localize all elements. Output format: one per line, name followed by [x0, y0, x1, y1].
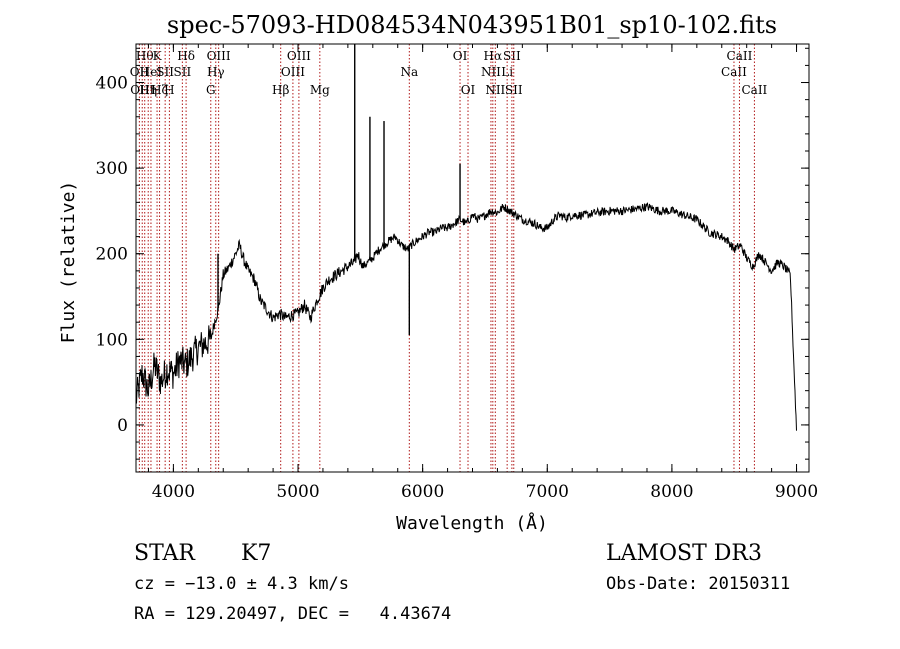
line-marker-label: Hβ [272, 83, 289, 97]
y-tick-label: 200 [96, 245, 128, 265]
coordinates: RA = 129.20497, DEC = 4.43674 [134, 604, 452, 624]
line-marker-label: H [164, 83, 174, 97]
line-marker-label: Mg [310, 83, 330, 97]
line-marker-label: SII [503, 49, 521, 63]
line-marker-label: Na [400, 65, 418, 79]
line-marker-label: Hζ [151, 83, 168, 97]
line-marker-label: Li [501, 65, 513, 79]
line-marker-label: CaII [741, 83, 767, 97]
line-marker-label: Hθ [136, 49, 154, 63]
line-marker-label: SII [174, 65, 192, 79]
x-axis-ticks: 4000 5000 6000 7000 8000 9000 [147, 44, 818, 502]
x-tick-label: 8000 [650, 482, 693, 502]
y-tick-label: 300 [96, 159, 128, 179]
redshift-readout: cz = −13.0 ± 4.3 km/s [134, 574, 349, 594]
plot-frame [135, 43, 810, 473]
line-marker-label: Hη [139, 83, 157, 97]
spectrum-line [135, 202, 797, 431]
survey-name: LAMOST DR3 [606, 541, 762, 566]
line-marker-label: Hα [484, 49, 503, 63]
line-marker-label: NII [485, 83, 505, 97]
line-marker-label: K [153, 49, 163, 63]
x-tick-label: 6000 [401, 482, 444, 502]
spectrum-spikes [217, 44, 461, 336]
line-marker-label: OIII [207, 49, 231, 63]
line-marker-label: Hγ [207, 65, 225, 79]
line-markers: OIIOIIIHθHηHeIKHζSIIHHδSIIGHγOIIIHβOIIIO… [130, 44, 768, 472]
x-tick-label: 5000 [276, 482, 319, 502]
object-type: STAR [134, 541, 195, 566]
line-marker-label: SII [505, 83, 523, 97]
line-marker-label: CaII [721, 65, 747, 79]
line-marker-label: SII [156, 65, 174, 79]
chart-title: spec-57093-HD084534N043951B01_sp10-102.f… [167, 11, 777, 39]
y-tick-label: 0 [117, 416, 128, 436]
x-tick-label: 4000 [152, 482, 195, 502]
line-marker-label: G [206, 83, 216, 97]
obs-date: Obs-Date: 20150311 [606, 574, 791, 594]
line-marker-label: OIII [281, 65, 305, 79]
line-marker-label: OIII [287, 49, 311, 63]
line-marker-label: OI [453, 49, 468, 63]
y-tick-label: 100 [96, 330, 128, 350]
y-tick-label: 400 [96, 74, 128, 94]
line-marker-label: Hδ [177, 49, 195, 63]
x-axis-label: Wavelength (Å) [396, 512, 548, 534]
x-tick-label: 9000 [775, 482, 818, 502]
x-tick-label: 7000 [526, 482, 569, 502]
line-marker-label: CaII [727, 49, 753, 63]
object-subclass: K7 [241, 541, 272, 566]
y-axis-label: Flux (relative) [58, 181, 79, 344]
line-marker-label: OI [461, 83, 476, 97]
line-marker-label: NII [481, 65, 501, 79]
y-axis-ticks: 0 100 200 300 400 [96, 47, 809, 460]
